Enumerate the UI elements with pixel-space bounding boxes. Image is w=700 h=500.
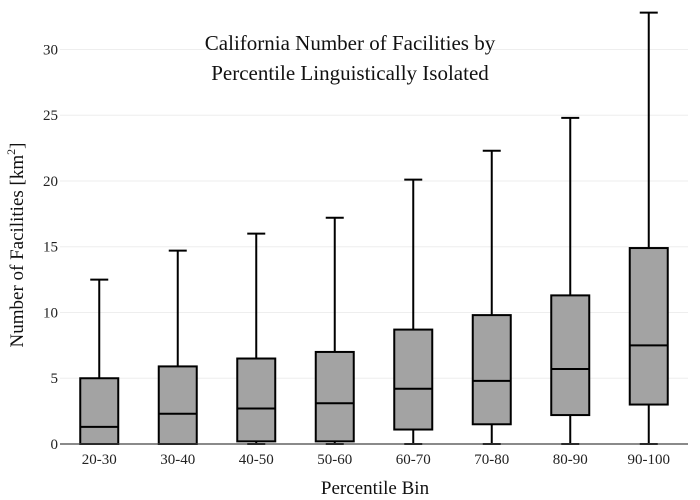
iqr-box (157, 365, 198, 446)
box-series (79, 11, 669, 446)
y-axis-label-close: ] (7, 143, 28, 149)
box-40-50 (236, 232, 277, 445)
iqr-box (79, 377, 120, 446)
x-tick-label: 70-80 (474, 452, 509, 468)
iqr-box (236, 357, 277, 443)
box-60-70 (393, 178, 434, 445)
y-tick-label: 30 (43, 42, 58, 58)
y-tick-label: 0 (51, 437, 59, 453)
iqr-box (471, 314, 512, 426)
x-tick-label: 30-40 (160, 452, 195, 468)
box-80-90 (550, 116, 591, 445)
y-tick-label: 5 (51, 371, 59, 387)
x-tick-label: 50-60 (317, 452, 352, 468)
y-tick-label: 10 (43, 305, 58, 321)
x-tick-label: 40-50 (239, 452, 274, 468)
chart-title-line-1: California Number of Facilities by (205, 31, 496, 55)
iqr-box (393, 328, 434, 431)
x-tick-label: 90-100 (628, 452, 671, 468)
iqr-box (314, 350, 355, 443)
y-tick-label: 20 (43, 174, 58, 190)
y-axis-label-main: Number of Facilities [km (7, 155, 28, 348)
y-tick-label: 15 (43, 240, 58, 256)
grid-lines (60, 48, 688, 379)
x-axis-label: Percentile Bin (321, 478, 430, 499)
box-90-100 (628, 11, 669, 445)
y-axis-label: Number of Facilities [km2] (4, 143, 28, 348)
box-20-30 (79, 278, 120, 446)
axes: 0 5 10 15 20 25 30 20-30 30-40 40-50 50-60 60-70 70-… (43, 42, 688, 468)
y-axis-label-superscript: 2 (4, 149, 18, 155)
iqr-box (628, 247, 669, 406)
x-tick-label: 60-70 (396, 452, 431, 468)
iqr-box (550, 294, 591, 417)
box-30-40 (157, 249, 198, 446)
x-tick-label: 80-90 (553, 452, 588, 468)
y-tick-label: 25 (43, 108, 58, 124)
box-50-60 (314, 216, 355, 445)
box-70-80 (471, 149, 512, 445)
chart-title-line-2: Percentile Linguistically Isolated (211, 61, 489, 85)
x-tick-label: 20-30 (82, 452, 117, 468)
